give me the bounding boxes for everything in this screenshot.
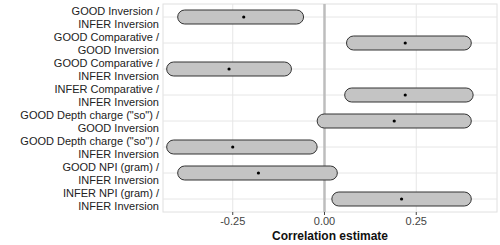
category-line: GOOD Depth charge ("so") / [20,109,160,121]
category-line: GOOD NPI (gram) / [62,161,160,173]
chart: -0.250.000.25GOOD Inversion /INFER Inver… [0,0,500,245]
estimate-point [242,15,245,18]
interval-bar [317,114,471,128]
category-line: GOOD Inversion [78,44,159,56]
tick-label: -0.25 [220,215,245,227]
grid-line [416,4,417,212]
category-line: GOOD Inversion [78,122,159,134]
category-label: INFER NPI (gram) /INFER Inversion [63,187,160,212]
tick-label: 0.25 [406,215,427,227]
interval-bar [347,36,472,50]
category-label: GOOD Comparative /INFER Inversion [54,57,160,82]
interval-bar [345,88,473,102]
estimate-point [227,67,230,70]
interval-bar [167,140,317,154]
category-line: INFER Comparative / [54,83,159,95]
marks [167,10,473,206]
category-label: GOOD Inversion /INFER Inversion [72,5,160,30]
interval-bar [178,166,338,180]
estimate-point [257,171,260,174]
interval-bar [178,10,304,24]
tick-label: 0.00 [314,215,335,227]
estimate-point [400,197,403,200]
category-line: INFER Inversion [78,70,159,82]
category-label: GOOD Depth charge ("so") /GOOD Inversion [20,109,160,134]
category-line: GOOD Inversion / [72,5,160,17]
category-line: GOOD Comparative / [54,31,160,43]
estimate-point [393,119,396,122]
category-label: GOOD Depth charge ("so") /INFER Inversio… [20,135,160,160]
grid-line [232,4,233,212]
category-line: INFER Inversion [78,200,159,212]
estimate-point [404,41,407,44]
category-line: INFER Inversion [78,18,159,30]
category-line: GOOD Depth charge ("so") / [20,135,160,147]
category-line: INFER Inversion [78,96,159,108]
estimate-point [404,93,407,96]
x-axis-label: Correlation estimate [272,229,388,243]
plot-area [163,4,497,212]
category-label: GOOD Comparative /GOOD Inversion [54,31,160,56]
interval-bar [167,62,292,76]
category-line: GOOD Comparative / [54,57,160,69]
reference-line [323,4,326,212]
grid-line [324,4,325,212]
category-line: INFER NPI (gram) / [63,187,160,199]
interval-bar [332,192,471,206]
category-label: INFER Comparative /INFER Inversion [54,83,159,108]
estimate-point [231,145,234,148]
category-line: INFER Inversion [78,148,159,160]
category-line: INFER Inversion [78,174,159,186]
category-label: GOOD NPI (gram) /INFER Inversion [62,161,160,186]
